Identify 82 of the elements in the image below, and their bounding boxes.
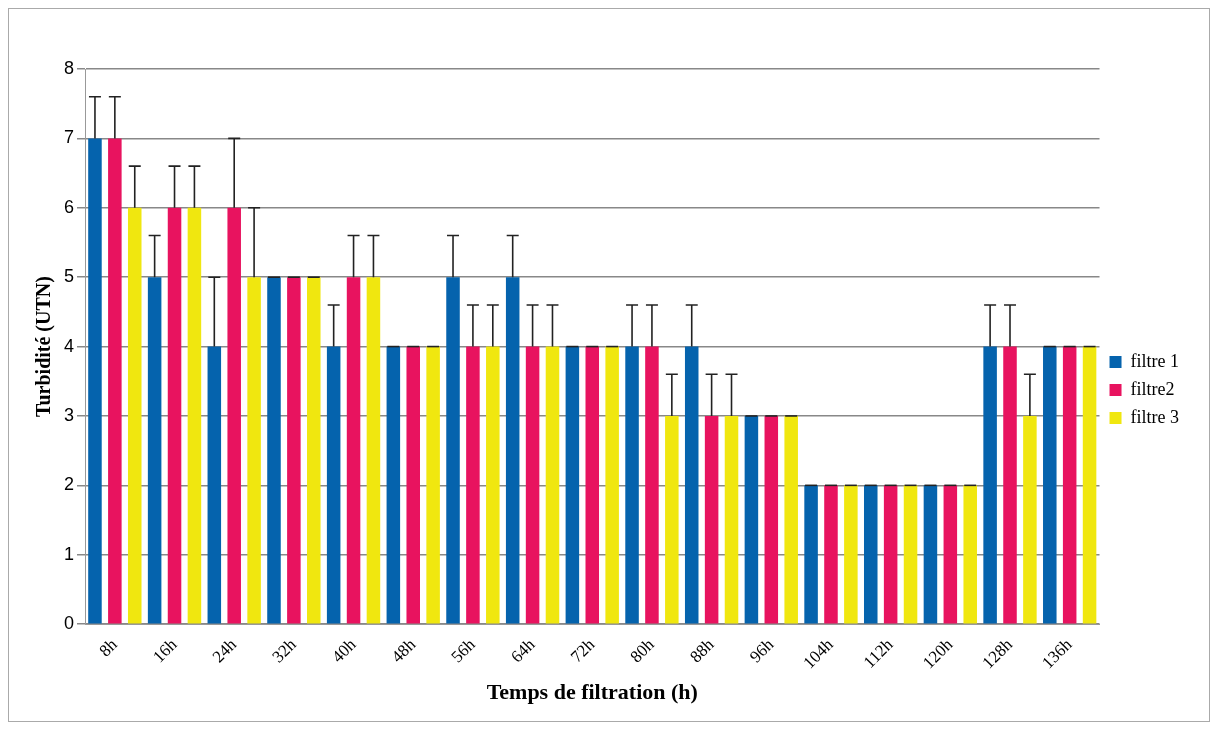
legend-label: filtre 1 xyxy=(1130,350,1179,371)
x-tick-label: 112h xyxy=(859,634,897,672)
bar xyxy=(505,277,520,624)
y-tick-label: 3 xyxy=(64,404,75,425)
bar xyxy=(108,138,122,624)
x-tick-label: 40h xyxy=(328,634,360,667)
x-tick-label: 88h xyxy=(686,634,718,667)
y-axis-title: Turbidité (UTN) xyxy=(32,276,56,418)
y-tick-label: 4 xyxy=(64,335,75,356)
bar xyxy=(545,346,560,624)
bar xyxy=(127,207,142,624)
bar xyxy=(824,485,838,624)
bar xyxy=(187,207,202,624)
bar xyxy=(1023,415,1037,624)
x-tick-label: 80h xyxy=(626,634,659,667)
bar xyxy=(207,346,222,624)
x-tick-label: 8h xyxy=(95,634,122,661)
bar xyxy=(1043,346,1057,624)
bar xyxy=(565,346,580,624)
bar xyxy=(525,346,540,624)
bar xyxy=(386,346,401,624)
y-tick-label: 7 xyxy=(64,127,75,148)
x-tick-label: 32h xyxy=(268,634,301,667)
x-tick-label: 120h xyxy=(918,634,957,673)
legend-label: filtre 3 xyxy=(1130,406,1179,427)
x-tick-label: 128h xyxy=(978,634,1017,673)
y-tick-label: 8 xyxy=(64,57,75,78)
x-tick-label: 56h xyxy=(447,634,480,667)
bar xyxy=(943,485,958,624)
bar xyxy=(665,415,679,624)
x-tick-label: 136h xyxy=(1038,634,1077,673)
y-tick-label: 2 xyxy=(64,474,75,495)
x-axis-title: Temps de filtration (h) xyxy=(486,679,698,705)
bar xyxy=(963,485,977,624)
bar xyxy=(307,277,321,624)
bar xyxy=(366,277,381,624)
bar xyxy=(147,277,162,624)
bar xyxy=(844,485,858,624)
bar xyxy=(983,346,997,624)
x-tick-label: 16h xyxy=(149,634,181,667)
bar xyxy=(804,485,818,624)
bar xyxy=(605,346,619,624)
bar xyxy=(267,277,281,624)
bar xyxy=(287,277,301,624)
bar xyxy=(446,277,460,624)
bar xyxy=(466,346,480,624)
bar xyxy=(764,415,779,624)
bar xyxy=(863,485,878,624)
bar xyxy=(1003,346,1017,624)
bar xyxy=(1062,346,1077,624)
bar xyxy=(645,346,659,624)
bar xyxy=(923,485,938,624)
bar xyxy=(426,346,440,624)
x-tick-label: 24h xyxy=(208,634,241,667)
y-tick-label: 1 xyxy=(64,543,75,564)
bar xyxy=(227,207,241,624)
bar xyxy=(903,485,918,624)
y-tick-label: 6 xyxy=(64,196,75,217)
bar xyxy=(88,138,102,624)
bar xyxy=(704,415,719,624)
bar xyxy=(406,346,420,624)
bar xyxy=(744,415,759,624)
x-tick-label: 48h xyxy=(387,634,420,667)
bar xyxy=(684,346,699,624)
bar xyxy=(346,277,361,624)
y-tick-label: 5 xyxy=(64,266,75,287)
x-tick-label: 64h xyxy=(507,634,539,667)
x-tick-label: 72h xyxy=(566,634,599,667)
legend-label: filtre2 xyxy=(1130,378,1175,399)
bar xyxy=(486,346,500,624)
x-tick-label: 104h xyxy=(799,634,838,673)
bar xyxy=(247,277,261,624)
bar xyxy=(1082,346,1097,624)
y-tick-label: 0 xyxy=(64,613,75,634)
bar xyxy=(784,415,798,624)
bar xyxy=(585,346,600,624)
bar xyxy=(724,415,739,624)
bar xyxy=(883,485,898,624)
bar xyxy=(625,346,639,624)
bar xyxy=(326,346,341,624)
bar xyxy=(167,207,182,624)
x-tick-label: 96h xyxy=(745,634,778,667)
